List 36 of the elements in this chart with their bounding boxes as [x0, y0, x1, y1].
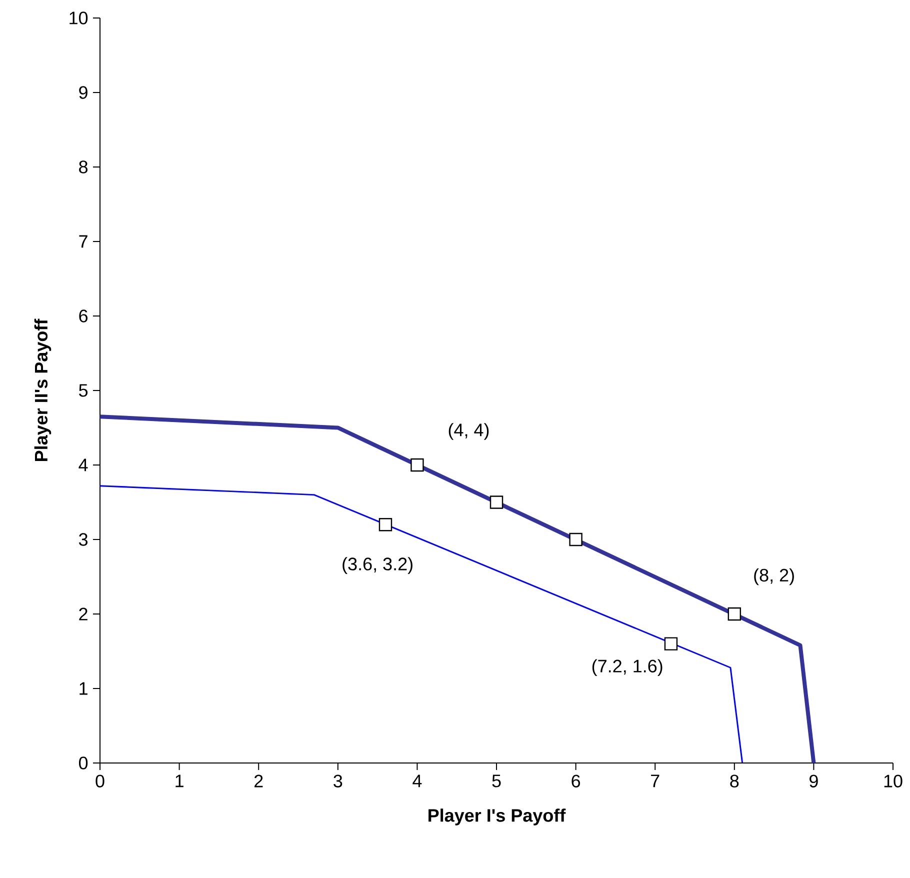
point	[378, 518, 392, 532]
x-tick-label: 3	[334, 774, 342, 788]
y-tick-label: 6	[79, 310, 88, 322]
annotation: (3.6, 3.2)	[342, 557, 412, 574]
point	[728, 607, 742, 621]
x-tick-label: 0	[96, 774, 104, 788]
line-series	[98, 414, 816, 765]
x-tick-label: 2	[254, 774, 263, 788]
annotation: (7.2, 1.6)	[592, 659, 662, 676]
point	[490, 496, 504, 509]
point	[569, 532, 582, 546]
point	[664, 637, 678, 650]
annotation: (8, 2)	[754, 568, 794, 586]
x-tick-label: 9	[810, 774, 818, 788]
y-tick-label: 10	[70, 12, 88, 24]
y-tick-label: 7	[79, 235, 88, 248]
y-tick-label: 8	[79, 160, 88, 174]
x-tick-label: 4	[412, 774, 422, 788]
annotation: (4, 4)	[448, 423, 489, 440]
x-axis-title: Player I's Payoff	[428, 808, 566, 826]
y-tick-label: 5	[78, 384, 88, 397]
x-tick-label: 1	[176, 774, 184, 788]
y-tick-label: 4	[78, 458, 88, 472]
point	[410, 458, 424, 472]
y-axis-title: Player II's Payoff	[34, 318, 52, 461]
x-tick-label: 10	[884, 774, 902, 788]
x-tick-label: 8	[730, 774, 739, 788]
y-tick-label: 3	[78, 533, 88, 546]
line-series	[99, 485, 744, 764]
x-tick-label: 5	[492, 774, 501, 788]
y-tick-label: 1	[80, 682, 88, 695]
y-tick-label: 2	[79, 608, 88, 620]
y-tick-label: 9	[79, 86, 88, 99]
x-tick-label: 7	[651, 774, 660, 788]
x-tick-label: 6	[572, 774, 580, 788]
y-tick-label: 0	[78, 756, 88, 770]
